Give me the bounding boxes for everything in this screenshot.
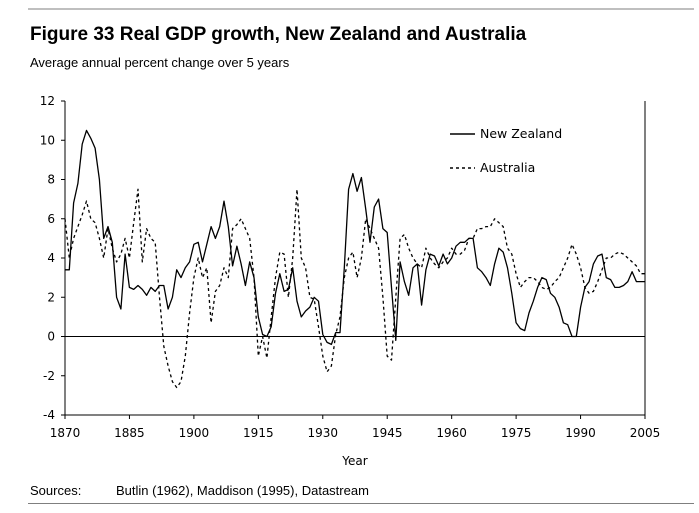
x-tick-label: 1870 <box>50 426 81 440</box>
x-tick-label: 1960 <box>436 426 467 440</box>
y-tick-label: 8 <box>47 173 55 187</box>
y-tick-label: 0 <box>47 330 55 344</box>
legend-label: New Zealand <box>480 126 562 141</box>
gdp-growth-chart: -4 -2 0 2 4 6 8 10 12 1870 1885 1900 1915 1930 1945 196… <box>40 94 661 468</box>
figure-title: Figure 33 Real GDP growth, New Zealand a… <box>30 24 527 45</box>
sources-label: Sources: <box>30 483 82 498</box>
series-line-new-zealand <box>65 129 645 346</box>
x-tick-label: 2005 <box>630 426 661 440</box>
sources-text: Butlin (1962), Maddison (1995), Datastre… <box>116 483 369 498</box>
x-tick-label: 1915 <box>243 426 274 440</box>
y-tick-label: 6 <box>47 212 55 226</box>
x-axis-label: Year <box>341 454 367 468</box>
x-tick-label: 1945 <box>372 426 403 440</box>
sources-line: Sources: Butlin (1962), Maddison (1995), … <box>30 483 369 498</box>
x-tick-label: 1900 <box>179 426 210 440</box>
x-tick-label: 1975 <box>501 426 532 440</box>
x-tick-label: 1990 <box>565 426 596 440</box>
figure-subtitle: Average annual percent change over 5 yea… <box>30 55 290 70</box>
y-tick-label: 10 <box>40 133 55 147</box>
y-tick-label: -4 <box>43 408 55 422</box>
bottom-rule <box>28 503 694 504</box>
y-tick-label: -2 <box>43 369 55 383</box>
x-tick-label: 1885 <box>114 426 145 440</box>
y-tick-label: 4 <box>47 251 55 265</box>
series-line-australia <box>64 188 645 389</box>
legend-label: Australia <box>480 160 535 175</box>
top-rule <box>28 8 694 10</box>
x-tick-label: 1930 <box>308 426 339 440</box>
y-tick-label: 2 <box>47 290 55 304</box>
y-tick-label: 12 <box>40 94 55 108</box>
